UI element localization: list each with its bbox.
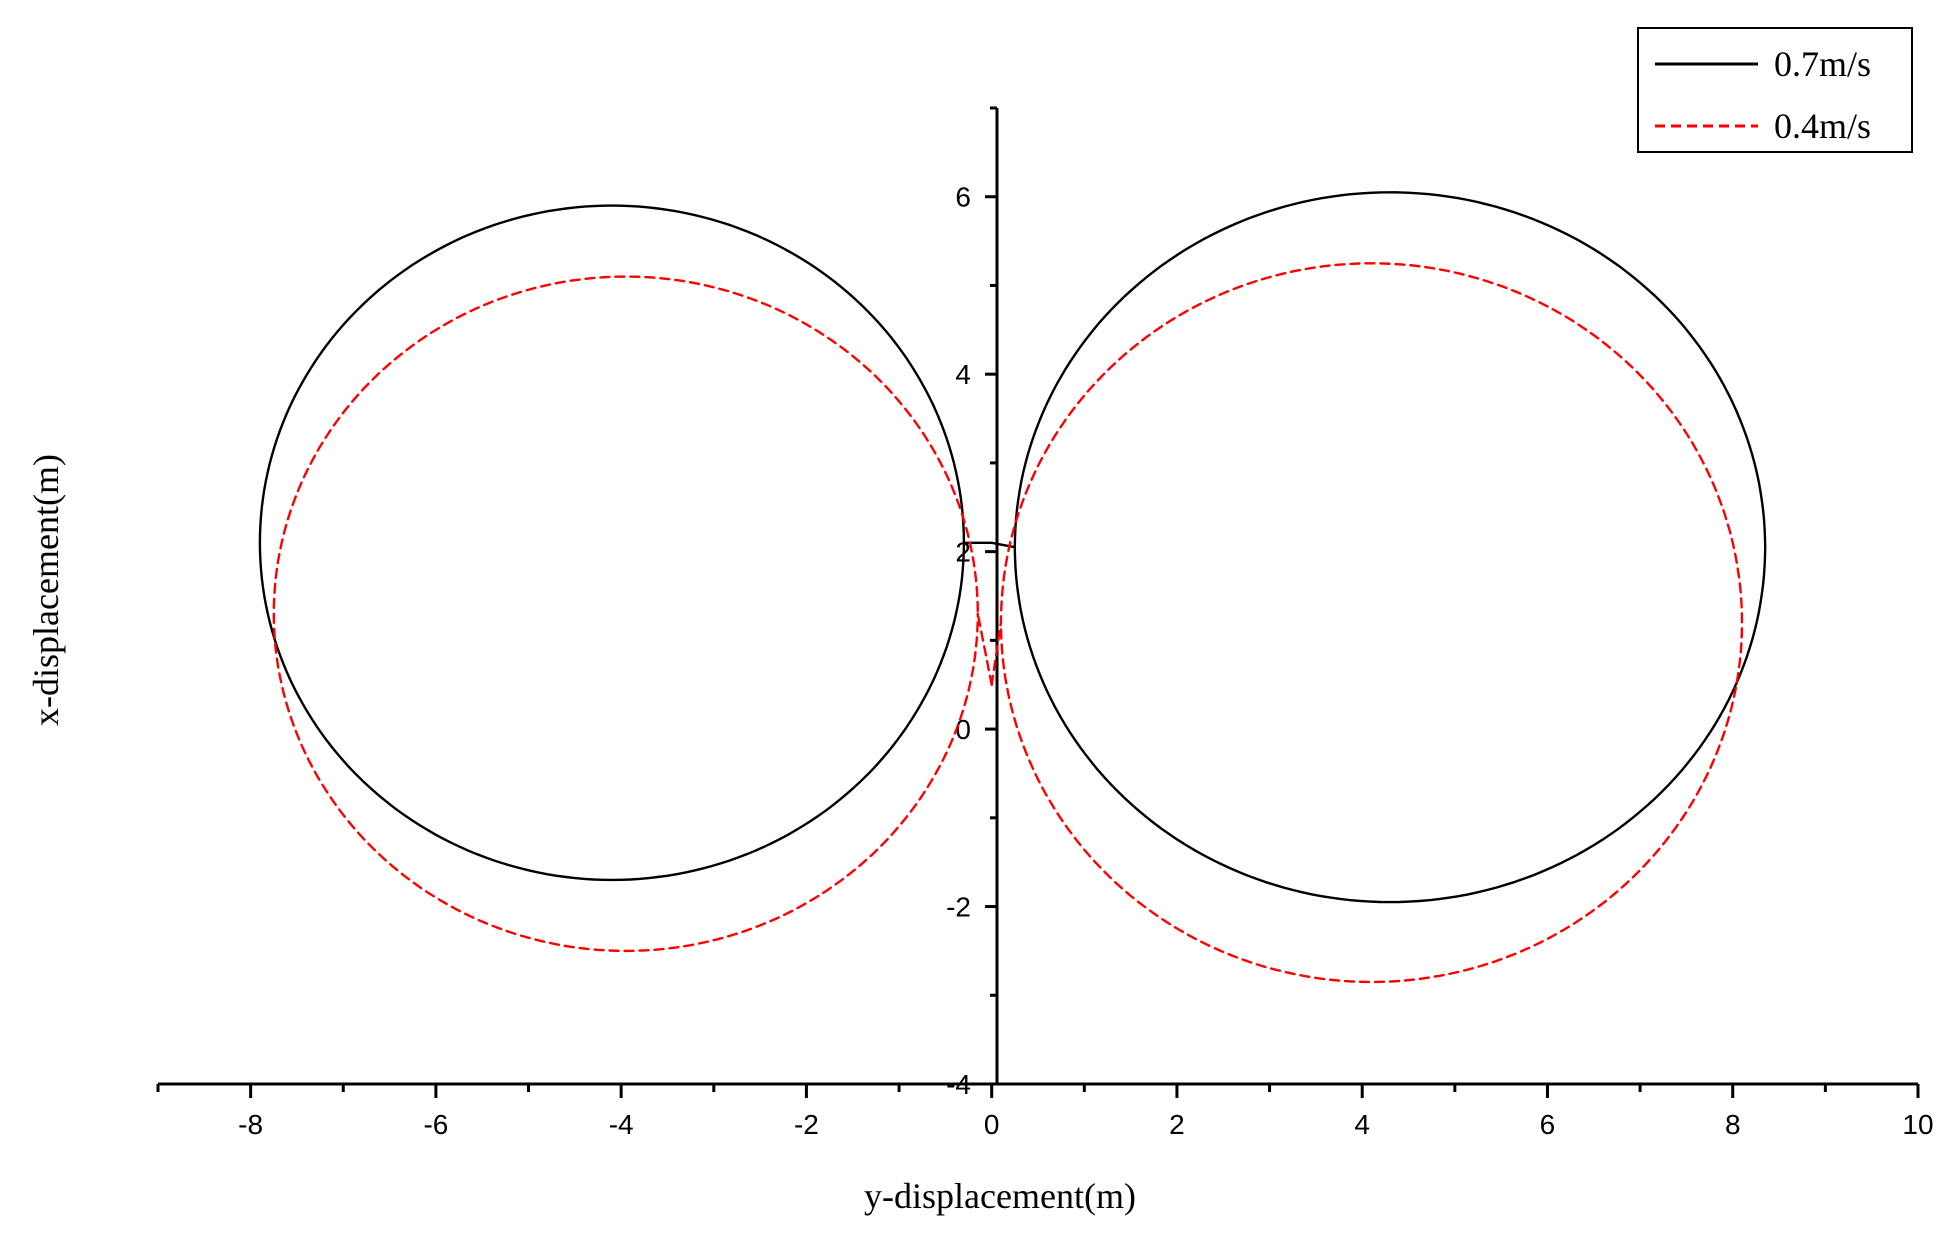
x-tick-label: 2 bbox=[1169, 1109, 1185, 1140]
y-axis-title: x-displacement(m) bbox=[26, 454, 66, 726]
x-tick-label: 4 bbox=[1354, 1109, 1370, 1140]
y-tick-label: 0 bbox=[955, 714, 971, 745]
series-group bbox=[258, 191, 1767, 984]
series-loop-0.4m/s-2 bbox=[990, 262, 1744, 984]
series-loop-0.4m/s-1 bbox=[272, 275, 993, 953]
legend-label-0.4: 0.4m/s bbox=[1774, 106, 1871, 146]
x-tick-label: -2 bbox=[794, 1109, 819, 1140]
legend-box bbox=[1637, 27, 1913, 153]
x-tick-label: -8 bbox=[238, 1109, 263, 1140]
x-tick-label: 6 bbox=[1540, 1109, 1556, 1140]
series-loop-0.7m/s-1 bbox=[258, 204, 993, 882]
x-tick-label: 10 bbox=[1902, 1109, 1933, 1140]
y-tick-label: -4 bbox=[946, 1069, 971, 1100]
x-tick-label: -4 bbox=[609, 1109, 634, 1140]
series-loop-0.7m/s-2 bbox=[990, 191, 1767, 904]
axes bbox=[158, 108, 1918, 1086]
x-tick-label: 0 bbox=[984, 1109, 1000, 1140]
legend-label-0.7: 0.7m/s bbox=[1774, 44, 1871, 84]
x-tick-label: 8 bbox=[1725, 1109, 1741, 1140]
y-tick-label: 6 bbox=[955, 182, 971, 213]
x-axis-title: y-displacement(m) bbox=[864, 1176, 1136, 1216]
y-tick-label: 4 bbox=[955, 359, 971, 390]
legend: 0.7m/s 0.4m/s bbox=[1637, 27, 1913, 153]
y-tick-label: -2 bbox=[946, 892, 971, 923]
x-tick-label: -6 bbox=[423, 1109, 448, 1140]
